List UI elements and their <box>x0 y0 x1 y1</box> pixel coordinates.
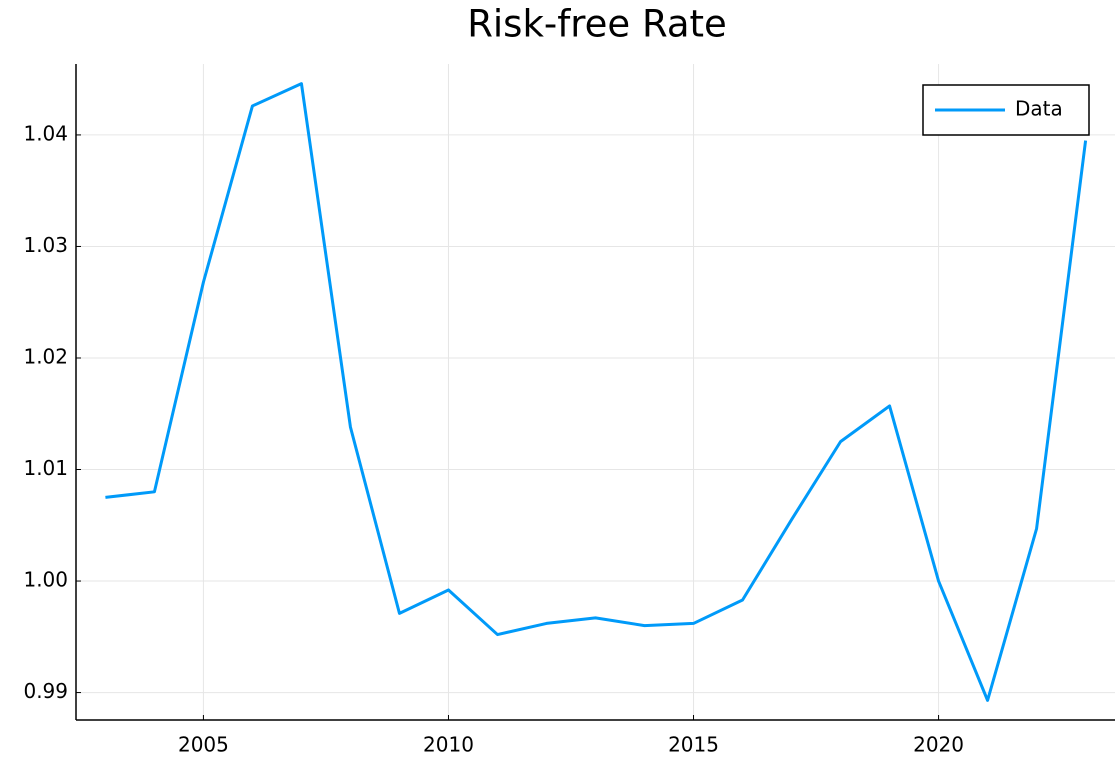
y-tick-label: 0.99 <box>23 679 68 703</box>
y-tick-label: 1.03 <box>23 233 68 257</box>
y-tick-label: 1.01 <box>23 456 68 480</box>
y-tick-label: 1.00 <box>23 568 68 592</box>
chart-title: Risk-free Rate <box>467 3 727 46</box>
data-line <box>105 82 1088 702</box>
x-tick-label: 2015 <box>668 733 719 757</box>
x-tick-label: 2005 <box>178 733 229 757</box>
y-tick-label: 1.02 <box>23 344 68 368</box>
y-tick-label: 1.04 <box>23 121 68 145</box>
legend-label: Data <box>1015 97 1063 121</box>
x-tick-label: 2020 <box>913 733 964 757</box>
x-tick-label: 2010 <box>423 733 474 757</box>
